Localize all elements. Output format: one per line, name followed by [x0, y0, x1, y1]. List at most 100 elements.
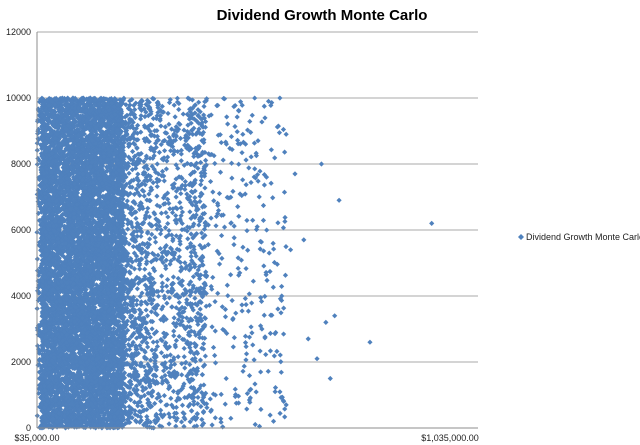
data-point: [178, 419, 185, 425]
data-point: [212, 328, 218, 334]
data-point: [172, 342, 178, 348]
data-point: [53, 245, 59, 251]
data-point: [171, 255, 177, 262]
data-point: [79, 287, 85, 293]
data-point: [35, 288, 41, 294]
data-point: [155, 293, 162, 299]
data-point: [141, 364, 147, 370]
data-point: [261, 182, 268, 188]
data-point: [176, 106, 182, 113]
data-point: [38, 321, 44, 327]
data-point: [178, 158, 184, 164]
data-point: [166, 200, 172, 206]
data-point: [163, 257, 169, 263]
data-point: [138, 417, 144, 424]
data-point: [110, 312, 116, 318]
data-point: [231, 223, 237, 229]
data-point: [138, 113, 144, 119]
data-point: [206, 113, 212, 119]
data-point: [181, 354, 187, 360]
data-point: [144, 313, 151, 319]
data-point: [173, 305, 179, 311]
data-point: [173, 233, 179, 239]
data-point: [158, 123, 164, 129]
data-point: [246, 291, 252, 297]
data-point: [267, 268, 273, 275]
data-point: [84, 322, 90, 328]
data-point: [151, 280, 157, 286]
data-point: [197, 335, 203, 341]
data-point: [72, 398, 78, 404]
data-point: [184, 324, 190, 330]
data-point: [236, 272, 242, 278]
data-point: [137, 419, 143, 425]
data-point: [164, 353, 170, 359]
data-point: [148, 259, 154, 265]
data-point: [79, 272, 85, 279]
data-point: [258, 369, 264, 375]
data-point: [215, 290, 221, 296]
data-point: [128, 391, 134, 397]
data-point: [230, 344, 236, 350]
data-point: [53, 347, 59, 354]
data-point: [280, 398, 286, 404]
data-point: [219, 255, 225, 261]
data-point: [72, 391, 78, 397]
data-point: [121, 272, 127, 278]
data-point: [158, 257, 164, 263]
data-point: [257, 246, 263, 252]
data-point: [137, 293, 143, 300]
data-point: [178, 174, 184, 180]
data-point: [179, 402, 186, 408]
data-point: [242, 295, 248, 302]
data-point: [194, 302, 200, 308]
data-point: [124, 198, 130, 204]
data-point: [148, 357, 154, 363]
data-point: [150, 179, 156, 186]
data-point: [167, 365, 173, 371]
data-point: [145, 390, 151, 396]
data-point: [157, 245, 163, 252]
data-point: [282, 272, 289, 278]
data-point: [191, 351, 197, 357]
data-point: [132, 107, 138, 113]
data-point: [60, 310, 67, 316]
data-point: [179, 220, 185, 227]
data-point: [93, 328, 100, 334]
data-point: [138, 309, 144, 316]
data-point: [264, 227, 270, 233]
data-point: [244, 217, 250, 224]
data-point: [253, 389, 259, 395]
data-point: [154, 339, 160, 345]
data-point: [133, 165, 139, 171]
data-point: [254, 172, 261, 178]
data-point: [138, 129, 144, 135]
data-point: [35, 290, 42, 296]
data-point: [120, 283, 127, 289]
data-point: [128, 364, 135, 371]
data-point: [134, 145, 140, 152]
data-point: [154, 161, 160, 167]
data-point: [280, 126, 287, 133]
data-point: [233, 310, 239, 316]
data-point: [272, 385, 279, 391]
data-points: [34, 95, 435, 431]
data-point: [225, 293, 231, 299]
chart-title: Dividend Growth Monte Carlo: [217, 7, 428, 24]
data-point: [155, 416, 161, 422]
data-point: [268, 180, 274, 186]
data-point: [210, 189, 216, 195]
data-point: [215, 102, 221, 108]
data-point: [211, 198, 217, 204]
data-point: [249, 300, 255, 306]
data-point: [249, 330, 255, 336]
data-point: [135, 413, 141, 419]
data-point: [66, 347, 72, 354]
data-point: [83, 290, 89, 296]
data-point: [275, 306, 281, 312]
data-point: [68, 314, 75, 320]
data-point: [182, 326, 189, 332]
data-point: [35, 297, 41, 303]
data-point: [218, 391, 224, 397]
data-point: [112, 420, 118, 426]
